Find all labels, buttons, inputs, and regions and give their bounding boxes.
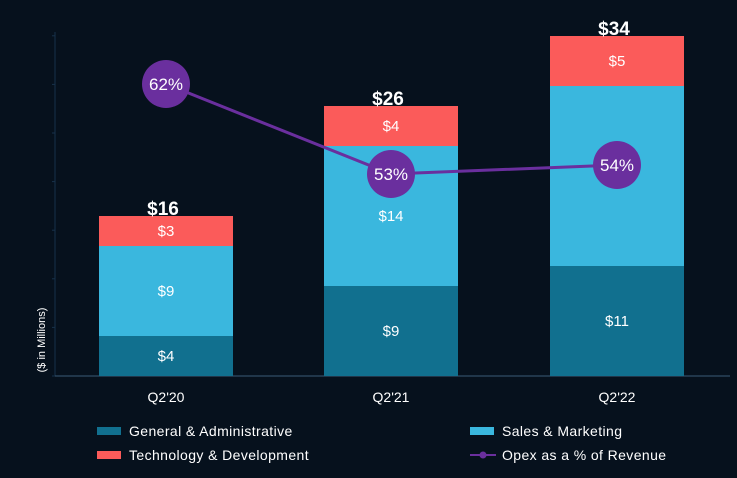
legend-swatch [97, 451, 121, 459]
x-tick-label: Q2'21 [373, 389, 410, 405]
legend-item: Opex as a % of Revenue [470, 447, 666, 463]
bar-segment-technology-development-2 [550, 36, 684, 86]
bars-layer [99, 36, 684, 376]
legend-label: Sales & Marketing [502, 423, 622, 439]
bar-labels-layer: $4$9$3$16$9$14$4$26$11$18$5$34 [147, 19, 630, 365]
bar-value-label: $4 [383, 118, 400, 135]
bar-total-label: $16 [147, 199, 179, 220]
percent-label: 54% [600, 156, 634, 175]
legend-label: General & Administrative [129, 423, 293, 439]
legend-item: General & Administrative [97, 423, 293, 439]
bar-segment-sales-marketing-0 [99, 246, 233, 336]
legend-label: Opex as a % of Revenue [502, 447, 666, 463]
legend-item: Technology & Development [97, 447, 309, 463]
legend: General & Administrative Sales & Marketin… [97, 423, 666, 463]
bar-value-label: $9 [383, 323, 400, 340]
bar-segment-general-administrative-0 [99, 336, 233, 376]
bar-segment-technology-development-1 [324, 106, 458, 146]
bar-total-label: $34 [598, 19, 630, 40]
percent-label: 53% [374, 165, 408, 184]
bar-segment-technology-development-0 [99, 216, 233, 246]
legend-swatch [470, 427, 494, 435]
percent-label: 62% [149, 75, 183, 94]
bar-value-label: $11 [605, 313, 629, 330]
bar-value-label: $5 [609, 53, 626, 70]
x-tick-label: Q2'22 [599, 389, 636, 405]
y-axis-label: ($ in Millions) [36, 308, 48, 373]
bar-value-label: $9 [158, 283, 175, 300]
legend-line-marker [479, 451, 487, 459]
legend-swatch [97, 427, 121, 435]
legend-item: Sales & Marketing [470, 423, 622, 439]
bar-value-label: $4 [158, 348, 175, 365]
percent-line-layer: 62% 53% 54% [142, 60, 641, 198]
x-tick-label: Q2'20 [148, 389, 185, 405]
percent-marker [142, 60, 190, 108]
bar-value-label: $14 [378, 208, 403, 225]
bar-segment-general-administrative-2 [550, 266, 684, 376]
bar-segment-general-administrative-1 [324, 286, 458, 376]
bar-value-label: $3 [158, 223, 175, 240]
percent-marker [367, 150, 415, 198]
legend-label: Technology & Development [129, 447, 309, 463]
bar-total-label: $26 [372, 89, 404, 110]
percent-marker [593, 141, 641, 189]
